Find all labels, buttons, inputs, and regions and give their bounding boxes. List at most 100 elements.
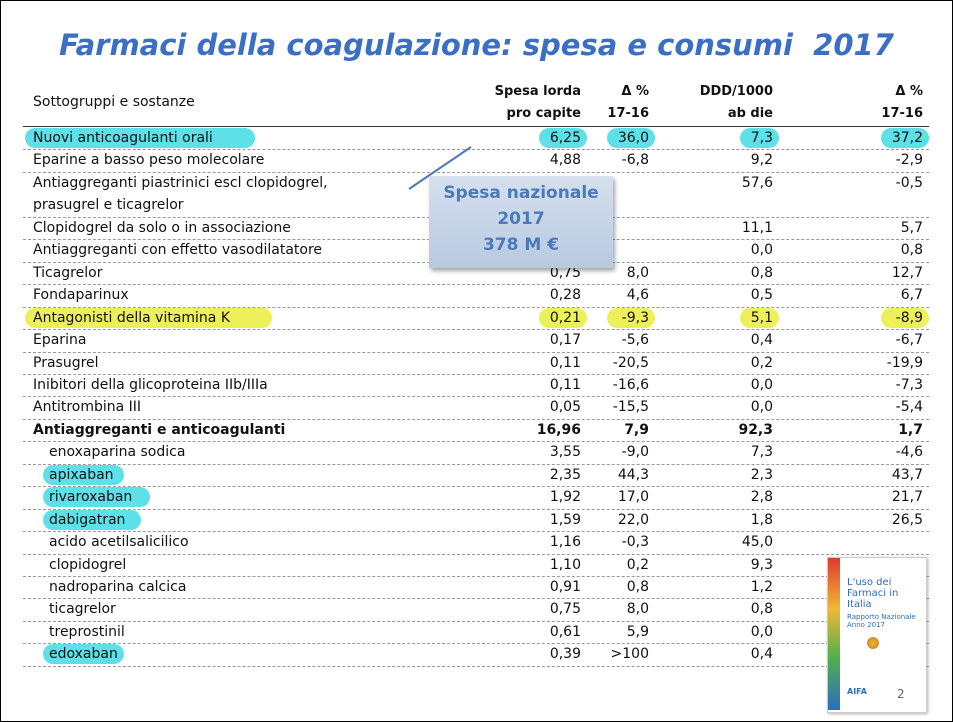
book-publisher: AIFA <box>847 687 867 696</box>
highlight <box>43 644 124 665</box>
highlight <box>43 509 141 530</box>
row-separator <box>23 329 929 331</box>
value-cell: 0,4 <box>750 332 773 349</box>
label-cell: Antagonisti della vitamina K <box>33 309 231 326</box>
value-cell: -9,3 <box>621 309 649 326</box>
value-cell: 8,0 <box>626 264 649 281</box>
value-cell: 0,75 <box>549 601 581 618</box>
value-cell: 0,0 <box>750 399 773 416</box>
value-cell: 8,0 <box>626 601 649 618</box>
value-cell: 4,6 <box>626 287 649 304</box>
label-cell: Antiaggreganti con effetto vasodilatator… <box>33 242 323 259</box>
value-cell: 0,05 <box>549 399 581 416</box>
value-cell: 43,7 <box>891 466 923 483</box>
row-separator <box>23 665 929 667</box>
highlight <box>607 128 655 148</box>
row-separator <box>23 396 929 398</box>
value-cell: -5,6 <box>621 332 649 349</box>
value-cell: 26,5 <box>891 511 923 528</box>
title: Farmaci della coagulazione: spesa e cons… <box>59 28 894 62</box>
value-cell: -2,9 <box>895 152 923 169</box>
value-cell: 7,3 <box>750 130 773 146</box>
value-cell: 1,92 <box>549 489 581 506</box>
value-cell: 0,8 <box>626 579 649 595</box>
value-cell: 0,0 <box>750 376 773 393</box>
highlight <box>25 307 273 328</box>
value-cell: >100 <box>610 646 649 663</box>
header-cell: 17-16 <box>607 106 649 121</box>
value-cell: 5,1 <box>750 309 773 326</box>
value-cell: 1,8 <box>750 511 773 528</box>
value-cell: 0,8 <box>750 601 773 618</box>
highlight <box>43 464 124 485</box>
value-cell: 1,16 <box>549 534 581 551</box>
value-cell: 4,88 <box>549 152 581 169</box>
label-cell: nadroparina calcica <box>49 579 187 595</box>
value-cell: 1,7 <box>898 421 923 438</box>
row-separator <box>23 351 929 353</box>
label-cell: Antiaggreganti piastrinici escl clopidog… <box>33 174 328 213</box>
label-cell: apixaban <box>49 466 114 483</box>
value-cell: 0,2 <box>626 556 649 573</box>
highlight <box>881 307 929 328</box>
row-separator <box>23 508 929 510</box>
header-cell: ab die <box>727 106 773 121</box>
value-cell: 0,39 <box>549 646 581 663</box>
highlight <box>43 487 150 508</box>
highlight <box>740 307 779 328</box>
value-cell: 36,0 <box>617 130 649 146</box>
header-cell: Spesa lorda <box>494 84 581 99</box>
value-cell: 12,7 <box>891 264 923 281</box>
value-cell: 5,7 <box>900 219 923 236</box>
value-cell: 0,5 <box>750 287 773 304</box>
label-cell: enoxaparina sodica <box>49 444 186 461</box>
value-cell: 0,17 <box>549 332 581 349</box>
value-cell: 0,0 <box>750 242 773 259</box>
highlight <box>607 307 655 328</box>
value-cell: -0,5 <box>895 174 923 191</box>
value-cell: 16,96 <box>536 421 581 438</box>
callout-box <box>429 176 613 268</box>
value-cell: 0,8 <box>750 264 773 281</box>
value-cell: 9,3 <box>750 556 773 573</box>
header-cell: Sottogruppi e sostanze <box>33 94 195 110</box>
value-cell: 2,3 <box>750 466 773 483</box>
row-separator <box>23 149 929 151</box>
value-cell: -16,6 <box>612 376 649 393</box>
value-cell: 7,3 <box>750 444 773 461</box>
value-cell: 9,2 <box>750 152 773 169</box>
value-cell: 17,0 <box>617 489 649 506</box>
row-separator <box>23 171 929 173</box>
header-cell: Δ % <box>621 84 649 99</box>
value-cell: -8,9 <box>895 309 923 326</box>
book-title: L'uso dei Farmaci in Italia <box>847 577 899 610</box>
row-separator <box>23 553 929 555</box>
highlight <box>881 128 929 148</box>
header-cell: pro capite <box>506 106 581 121</box>
callout-text: 2017 <box>497 209 545 229</box>
value-cell: 2,35 <box>549 466 581 483</box>
value-cell: 0,11 <box>549 354 581 371</box>
value-cell: -5,4 <box>895 399 923 416</box>
label-cell: Clopidogrel da solo o in associazione <box>33 219 291 236</box>
label-cell: treprostinil <box>49 623 125 640</box>
value-cell: 22,0 <box>617 511 649 528</box>
value-cell: 11,1 <box>741 219 773 236</box>
label-cell: Inibitori della glicoproteina IIb/IIIa <box>33 376 268 393</box>
value-cell: -20,5 <box>612 354 649 371</box>
value-cell: 6,25 <box>549 130 581 146</box>
label-cell: rivaroxaban <box>49 489 133 506</box>
row-separator <box>23 620 929 622</box>
row-separator <box>23 306 929 308</box>
label-cell: Ticagrelor <box>33 264 103 281</box>
value-cell: 37,2 <box>891 130 923 146</box>
row-separator <box>23 463 929 465</box>
book-cover <box>827 557 927 713</box>
value-cell: 0,11 <box>549 376 581 393</box>
row-separator <box>23 441 929 443</box>
book-strip <box>828 558 840 710</box>
label-cell: dabigatran <box>49 511 126 528</box>
highlight <box>740 128 779 148</box>
label-cell: acido acetilsalicilico <box>49 534 189 551</box>
